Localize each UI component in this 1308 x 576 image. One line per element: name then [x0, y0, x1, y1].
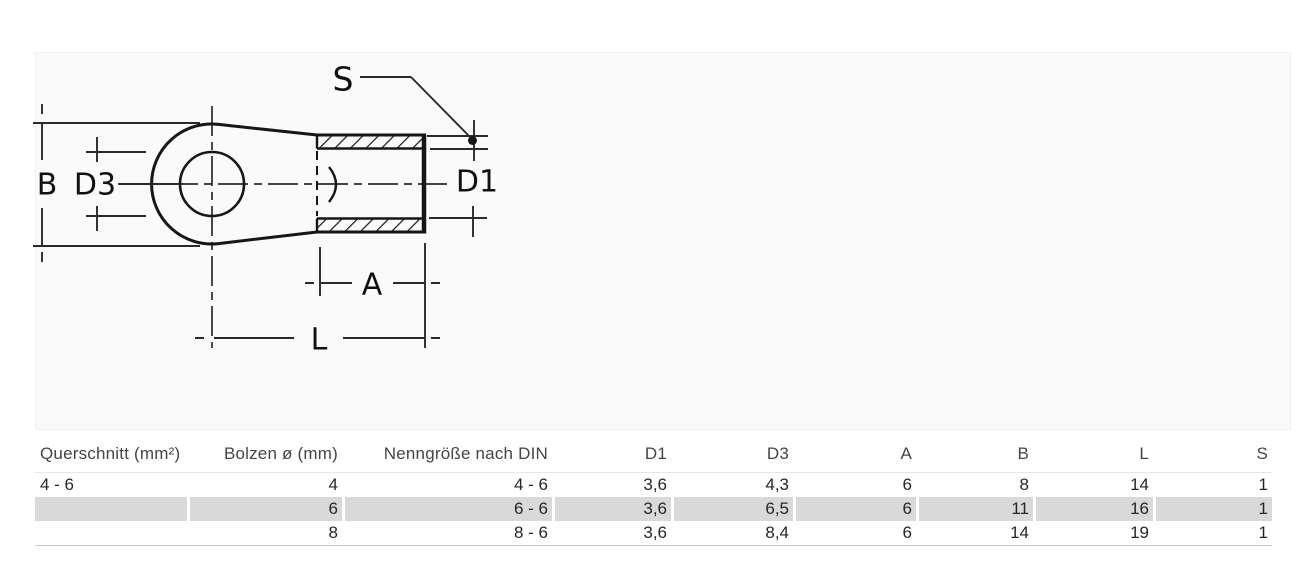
- dimension-d1: D1: [429, 165, 498, 237]
- column-header: A: [900, 444, 912, 463]
- table-cell: 6: [190, 497, 342, 521]
- column-header: S: [1256, 444, 1268, 463]
- column-header: B: [1017, 444, 1029, 463]
- table-cell: [35, 497, 187, 521]
- table-cell: 1: [1258, 523, 1268, 542]
- table-cell: 4,3: [765, 475, 789, 494]
- table-cell: 4 - 6: [40, 475, 75, 494]
- table-cell: 8: [328, 523, 338, 542]
- table-cell: 8: [1019, 475, 1029, 494]
- column-header: Bolzen ø (mm): [223, 444, 338, 463]
- dimension-d3: D3: [74, 137, 178, 231]
- technical-drawing: B D3 S D1 A L: [33, 60, 498, 358]
- table-cell: 6 - 6: [345, 497, 552, 521]
- hatch-top-wall: [317, 135, 424, 149]
- dimension-label-b: B: [37, 168, 58, 203]
- table-cell: 3,6: [555, 497, 671, 521]
- table-cell: 14: [1130, 475, 1149, 494]
- column-header: L: [1139, 444, 1149, 463]
- dimension-label-d1: D1: [456, 165, 498, 200]
- dimension-a: A: [305, 243, 440, 348]
- table-cell: [35, 521, 187, 545]
- table-cell: 16: [1036, 497, 1153, 521]
- table-cell: 8,4: [765, 523, 789, 542]
- dimension-l: L: [195, 323, 440, 358]
- table-cell: 1: [1156, 497, 1272, 521]
- dimension-s: S: [333, 60, 488, 161]
- table-cell: 4: [328, 475, 338, 494]
- dimension-table: Querschnitt (mm²) Bolzen ø (mm) Nenngröße …: [35, 427, 1272, 546]
- table-cell: 11: [919, 497, 1033, 521]
- bolt-hole: [178, 150, 246, 218]
- dimension-label-d3: D3: [74, 168, 116, 203]
- barrel: [315, 133, 427, 234]
- column-header: D3: [766, 444, 789, 463]
- column-header: Querschnitt (mm²): [40, 444, 181, 463]
- dimension-label-l: L: [311, 323, 328, 358]
- table-cell: 6,5: [674, 497, 793, 521]
- table-cell: 8 - 6: [513, 523, 548, 542]
- table-cell: 19: [1130, 523, 1149, 542]
- column-header: D1: [644, 444, 667, 463]
- leader-dot: [468, 136, 477, 145]
- table-cell: 6: [796, 497, 916, 521]
- table-cell: 6: [902, 523, 912, 542]
- table-row: 8 8 - 6 3,6 8,4 6 14 19 1: [35, 521, 1272, 545]
- dimension-b: B: [33, 104, 200, 262]
- column-header: Nenngröße nach DIN: [383, 444, 548, 463]
- dimension-label-s: S: [333, 60, 354, 99]
- table-cell: 3,6: [643, 475, 667, 494]
- table-header-row: Querschnitt (mm²) Bolzen ø (mm) Nenngröße …: [35, 427, 1272, 473]
- hatch-bottom-wall: [317, 218, 424, 232]
- table-row: 4 - 6 4 4 - 6 3,6 4,3 6 8 14 1: [35, 473, 1272, 497]
- conductor-stop-arc: [328, 166, 338, 203]
- dimension-label-a: A: [362, 268, 383, 303]
- table-cell: 14: [1010, 523, 1029, 542]
- table-cell: 4 - 6: [513, 475, 548, 494]
- table-cell: 1: [1258, 475, 1268, 494]
- table-cell: 3,6: [643, 523, 667, 542]
- table-cell: 6: [902, 475, 912, 494]
